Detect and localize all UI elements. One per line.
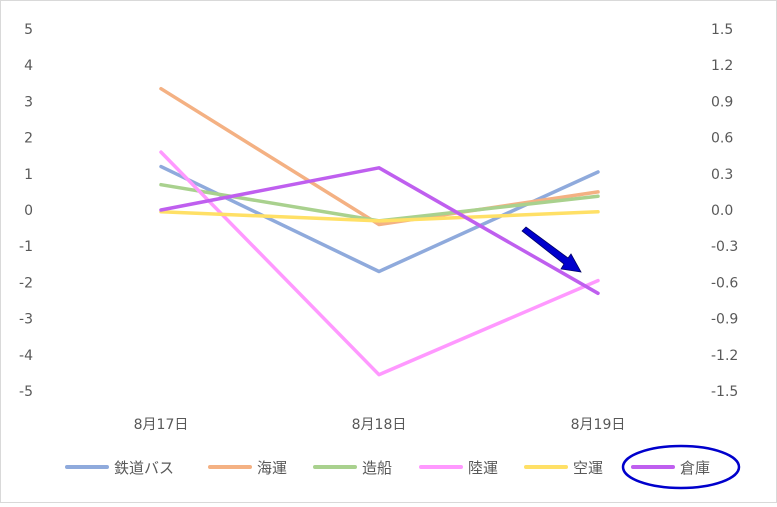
left-tick-label: -1: [19, 239, 33, 255]
legend-label: 空運: [573, 459, 603, 477]
x-tick-label: 8月19日: [571, 417, 626, 433]
left-tick-label: -3: [19, 312, 33, 328]
left-tick-label: 0: [24, 203, 33, 219]
legend-highlight-ellipse: [621, 444, 741, 490]
right-axis-ticks: 1.5 1.2 0.9 0.6 0.3 0.0 -0.3 -0.6 -0.9 -1.2 -1.5: [711, 22, 738, 400]
legend: 鉄道バス 海運 造船 陸運 空運 倉庫: [65, 444, 741, 490]
right-tick-label: -0.6: [711, 275, 738, 291]
right-tick-label: -1.2: [711, 348, 738, 364]
left-tick-label: -5: [19, 384, 33, 400]
left-tick-label: 1: [24, 167, 33, 183]
right-tick-label: 1.5: [711, 22, 733, 38]
x-tick-label: 8月18日: [352, 417, 407, 433]
left-tick-label: -2: [19, 275, 33, 291]
series-line-5: [159, 210, 600, 223]
annotation-arrow: [521, 226, 582, 273]
left-axis-ticks: 5 4 3 2 1 0 -1 -2 -3 -4 -5: [19, 22, 33, 400]
annotation-arrow-group: [521, 226, 582, 273]
left-tick-label: 2: [24, 131, 33, 147]
left-tick-label: 4: [24, 58, 33, 74]
legend-label: 倉庫: [680, 459, 710, 477]
right-tick-label: -1.5: [711, 384, 738, 400]
legend-label: 海運: [257, 459, 287, 477]
right-tick-label: -0.3: [711, 239, 738, 255]
legend-label: 造船: [362, 459, 392, 477]
right-tick-label: 0.0: [711, 203, 733, 219]
right-tick-label: 0.3: [711, 167, 733, 183]
left-tick-label: 5: [24, 22, 33, 38]
right-tick-label: -0.9: [711, 312, 738, 328]
series-line-4: [159, 150, 600, 377]
legend-label: 鉄道バス: [114, 459, 174, 477]
left-tick-label: 3: [24, 94, 33, 110]
right-tick-label: 0.9: [711, 94, 733, 110]
right-tick-label: 1.2: [711, 58, 733, 74]
series-line-6: [159, 166, 600, 296]
x-axis-labels: 8月17日 8月18日 8月19日: [134, 417, 626, 433]
legend-label: 陸運: [468, 459, 498, 477]
series-lines: [159, 86, 600, 377]
x-tick-label: 8月17日: [134, 417, 189, 433]
left-tick-label: -4: [19, 348, 33, 364]
right-tick-label: 0.6: [711, 131, 733, 147]
